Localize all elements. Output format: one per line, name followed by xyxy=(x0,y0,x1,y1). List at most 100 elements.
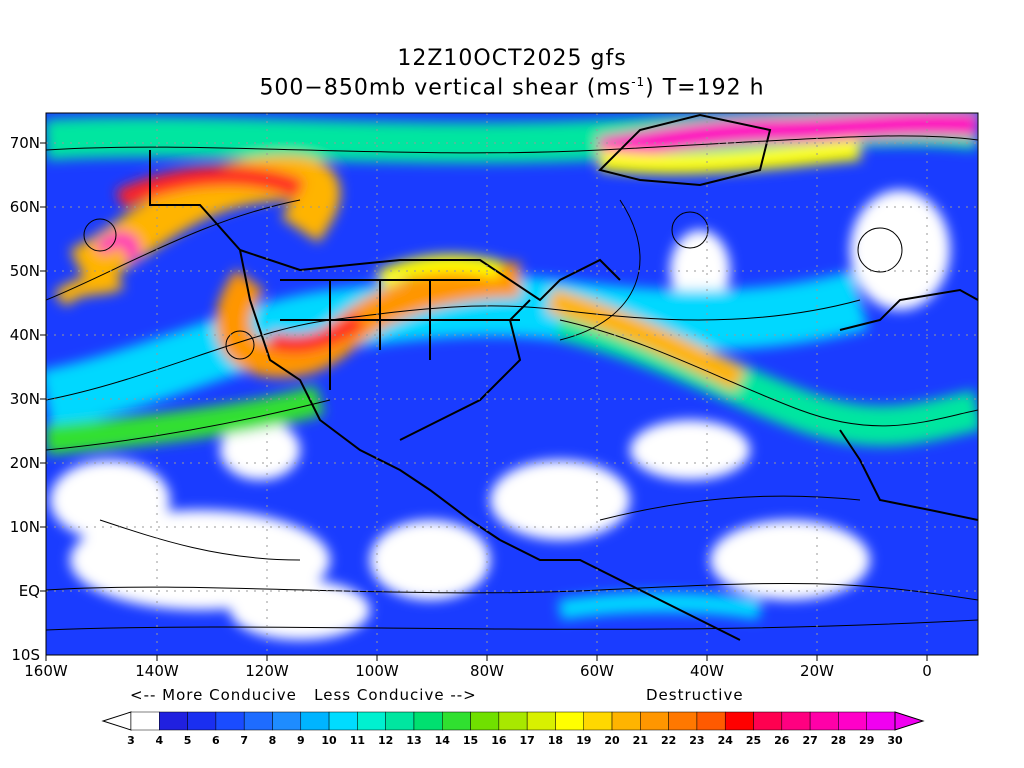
colorbar-tick-label: 22 xyxy=(660,734,677,747)
lat-label: 10N xyxy=(9,518,40,536)
colorbar-high-arrow xyxy=(894,711,925,731)
colorbar-swatch xyxy=(583,711,613,731)
title-variable-unit-exponent: -1 xyxy=(631,75,646,89)
colorbar-swatch xyxy=(555,711,584,731)
lon-label: 80W xyxy=(470,662,504,680)
colorbar-tick-label: 12 xyxy=(378,734,394,747)
colorbar-low-arrow xyxy=(101,711,132,731)
colorbar-swatch xyxy=(724,711,754,731)
jet-streak-magenta xyxy=(597,113,978,163)
title-variable-post: ) T=192 h xyxy=(645,75,765,101)
lat-label: 20N xyxy=(9,454,40,472)
title-variable: 500−850mb vertical shear (ms-1) T=192 h xyxy=(0,75,1024,100)
colorbar xyxy=(101,711,925,731)
colorbar-swatch xyxy=(640,711,669,731)
colorbar-tick-label: 14 xyxy=(434,734,450,747)
colorbar-tick-label: 17 xyxy=(519,734,535,747)
jet-streak-orange xyxy=(53,271,125,307)
shear-band-green xyxy=(46,385,325,455)
colorbar-tick-label: 26 xyxy=(774,734,790,747)
colorbar-swatch xyxy=(668,711,698,731)
low-shear-region xyxy=(230,580,370,640)
lat-label: 50N xyxy=(9,262,40,280)
colorbar-swatch xyxy=(611,711,641,731)
colorbar-tick-label: 7 xyxy=(240,734,248,747)
colorbar-tick-label: 28 xyxy=(830,734,847,747)
title-variable-pre: 500−850mb vertical shear (ms xyxy=(259,75,632,101)
colorbar-tick-label: 23 xyxy=(689,734,705,747)
lon-label: 100W xyxy=(355,662,399,680)
colorbar-tick-label: 18 xyxy=(547,734,564,747)
colorbar-tick-label: 5 xyxy=(183,734,192,747)
legend-destructive-note: Destructive xyxy=(646,686,744,704)
coastlines xyxy=(149,113,978,641)
colorbar-swatch xyxy=(272,711,302,731)
colorbar-swatch xyxy=(442,711,471,731)
gridlines xyxy=(46,113,978,655)
colorbar-tick-label: 20 xyxy=(604,734,620,747)
colorbar-swatch xyxy=(470,711,500,731)
colorbar-swatch xyxy=(300,711,330,731)
lat-label: 60N xyxy=(9,198,40,216)
colorbar-tick-label: 27 xyxy=(802,734,818,747)
low-shear-region xyxy=(370,520,490,600)
colorbar-tick-label: 11 xyxy=(349,734,366,747)
colorbar-swatch xyxy=(781,711,811,731)
colorbar-tick-label: 29 xyxy=(859,734,875,747)
colorbar-swatch xyxy=(866,711,896,731)
colorbar-swatch xyxy=(215,711,245,731)
low-shear-region xyxy=(850,190,950,310)
jet-streak-yellow xyxy=(598,140,861,175)
colorbar-swatch xyxy=(159,711,188,731)
title-date-model: 12Z10OCT2025 gfs xyxy=(397,46,627,71)
colorbar-tick-label: 4 xyxy=(155,734,164,747)
legend-conducive-note: <-- More Conducive Less Conducive --> xyxy=(130,686,477,704)
colorbar-swatch xyxy=(753,711,783,731)
colorbar-swatch xyxy=(243,711,273,731)
jet-streak-red xyxy=(115,166,305,210)
colorbar-swatch xyxy=(328,711,358,731)
lon-label: 120W xyxy=(245,662,289,680)
shear-band-cyan xyxy=(558,592,762,620)
colorbar-tick-label: 6 xyxy=(212,734,220,747)
low-shear-region xyxy=(490,460,630,540)
lat-label: 10S xyxy=(11,646,40,664)
colorbar-tick-label: 21 xyxy=(632,734,648,747)
lat-label: 40N xyxy=(9,326,40,344)
shear-field xyxy=(46,113,978,655)
colorbar-swatch xyxy=(498,711,528,731)
colorbar-swatch xyxy=(357,711,386,731)
colorbar-swatch xyxy=(130,711,160,731)
colorbar-tick-label: 25 xyxy=(745,734,762,747)
lat-label: 70N xyxy=(9,134,40,152)
lat-label: EQ xyxy=(18,582,40,600)
colorbar-tick-label: 9 xyxy=(296,734,305,747)
colorbar-tick-label: 16 xyxy=(491,734,507,747)
colorbar-swatch xyxy=(696,711,726,731)
colorbar-tick-label: 13 xyxy=(406,734,422,747)
colorbar-tick-label: 19 xyxy=(576,734,592,747)
low-shear-region xyxy=(50,460,170,540)
lat-label: 30N xyxy=(9,390,40,408)
jet-streak-magenta xyxy=(95,232,140,264)
colorbar-tick-label: 15 xyxy=(462,734,479,747)
jet-streak-orange xyxy=(546,287,746,392)
colorbar-swatch xyxy=(809,711,839,731)
axis-ticks xyxy=(40,142,928,661)
low-shear-region xyxy=(630,420,750,480)
colorbar-tick-label: 3 xyxy=(127,734,135,747)
colorbar-swatch xyxy=(385,711,415,731)
lon-label: 140W xyxy=(135,662,179,680)
colorbar-tick-label: 8 xyxy=(268,734,277,747)
lon-label: 160W xyxy=(24,662,68,680)
lon-label: 0 xyxy=(922,662,932,680)
low-shear-region xyxy=(220,420,300,480)
jet-streak-yellow xyxy=(375,254,503,289)
lon-label: 40W xyxy=(690,662,724,680)
lon-label: 20W xyxy=(800,662,834,680)
jet-streak-red xyxy=(267,312,365,353)
colorbar-swatch xyxy=(526,711,556,731)
colorbar-swatch xyxy=(187,711,217,731)
colorbar-tick-label: 10 xyxy=(321,734,337,747)
